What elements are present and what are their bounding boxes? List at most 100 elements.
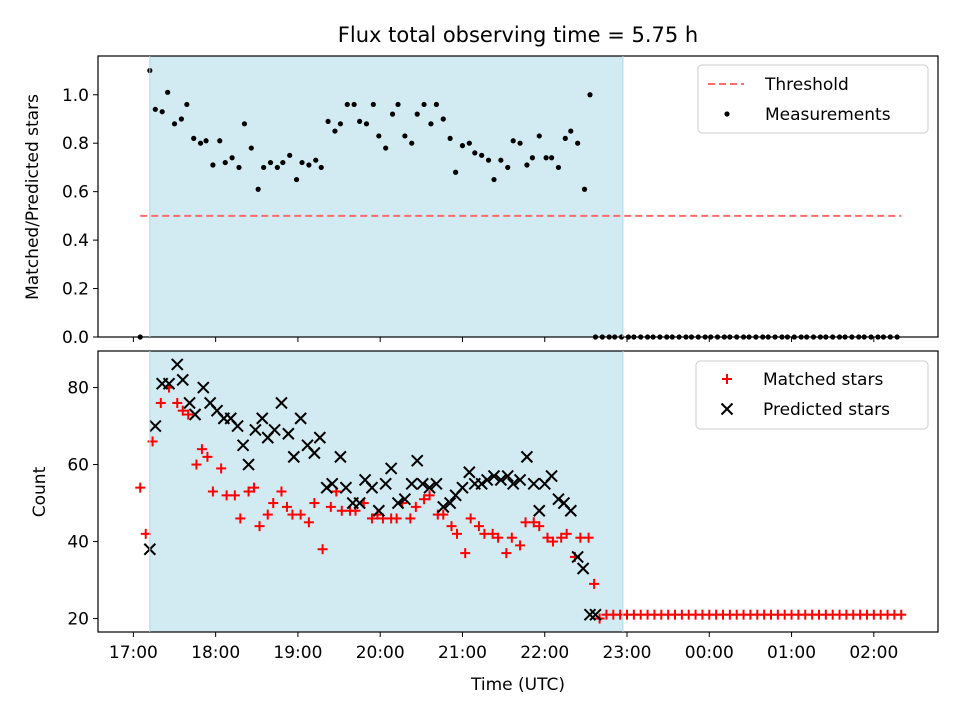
matched-point bbox=[493, 532, 504, 543]
predicted-point bbox=[552, 492, 565, 506]
measurement-point bbox=[337, 121, 344, 127]
bottom-y-ticks: 20 40 60 80 bbox=[67, 379, 98, 630]
predicted-point bbox=[275, 396, 288, 410]
measurement-point bbox=[152, 106, 158, 112]
measurement-point bbox=[241, 121, 248, 127]
measurement-point bbox=[261, 164, 267, 171]
x-tick-label: 18:00 bbox=[191, 643, 240, 663]
matched-point bbox=[325, 501, 336, 512]
matched-point bbox=[147, 436, 158, 447]
predicted-point bbox=[256, 412, 269, 425]
measurement-point bbox=[280, 159, 286, 166]
matched-point bbox=[438, 509, 449, 520]
legend-matched-swatch bbox=[722, 374, 732, 384]
legend-matched-label: Matched stars bbox=[763, 370, 883, 390]
y-tick-label: 20 bbox=[67, 610, 89, 630]
measurement-point bbox=[453, 169, 459, 175]
predicted-point bbox=[437, 500, 450, 514]
measurement-point bbox=[332, 128, 338, 134]
matched-point bbox=[515, 540, 526, 551]
measurement-point bbox=[543, 155, 549, 161]
predicted-point bbox=[545, 469, 558, 483]
predicted-point bbox=[242, 458, 255, 471]
matched-point bbox=[177, 405, 188, 416]
measurement-point bbox=[548, 155, 555, 161]
top-y-ticks: 0.0 0.2 0.4 0.6 0.8 1.0 bbox=[62, 86, 98, 348]
predicted-point bbox=[334, 450, 347, 464]
y-tick-label: 0.8 bbox=[62, 134, 89, 154]
legend-threshold-label: Threshold bbox=[764, 75, 849, 95]
matched-point bbox=[487, 528, 498, 539]
x-tick-label: 00:00 bbox=[685, 643, 734, 663]
legend-measurements-swatch bbox=[724, 111, 730, 117]
predicted-point bbox=[339, 481, 353, 494]
measurement-point bbox=[306, 162, 312, 168]
predicted-point bbox=[533, 504, 546, 517]
measurement-point bbox=[466, 140, 472, 146]
measurement-point bbox=[524, 162, 530, 168]
matched-point bbox=[589, 578, 600, 589]
top-x-ticks bbox=[132, 337, 875, 342]
predicted-point bbox=[294, 412, 307, 425]
predicted-point bbox=[365, 481, 379, 494]
matched-point bbox=[207, 486, 218, 497]
predicted-point bbox=[475, 477, 488, 491]
matched-point bbox=[183, 409, 194, 420]
matched-point bbox=[191, 459, 202, 470]
measurement-point bbox=[184, 101, 190, 108]
bottom-y-axis-label: Count bbox=[30, 466, 50, 517]
matched-point bbox=[216, 463, 227, 474]
predicted-point bbox=[480, 473, 494, 487]
predicted-point bbox=[313, 431, 327, 444]
measurement-point bbox=[178, 116, 184, 122]
measurement-point bbox=[562, 135, 568, 141]
measurement-point bbox=[428, 121, 434, 127]
bottom-x-ticks: 17:00 18:00 19:00 20:00 21:00 22:00 23:00 00:00… bbox=[109, 632, 898, 663]
measurement-point bbox=[318, 164, 324, 171]
measurement-point bbox=[313, 157, 319, 163]
predicted-point bbox=[353, 496, 366, 510]
matched-point bbox=[155, 397, 166, 408]
matched-point bbox=[281, 501, 292, 512]
predicted-point bbox=[494, 473, 508, 487]
matched-point bbox=[501, 548, 512, 559]
measurement-point bbox=[409, 140, 415, 146]
measurement-point bbox=[459, 143, 466, 149]
predicted-point bbox=[231, 419, 244, 433]
matched-point bbox=[583, 532, 594, 543]
predicted-point bbox=[379, 477, 392, 491]
top-legend: Threshold Measurements bbox=[697, 64, 929, 134]
measurement-point bbox=[555, 164, 562, 171]
x-tick-label: 21:00 bbox=[438, 643, 487, 663]
predicted-point bbox=[171, 358, 184, 371]
measurement-point bbox=[344, 101, 350, 108]
matched-point bbox=[243, 486, 254, 497]
measurement-point bbox=[479, 152, 485, 158]
predicted-point bbox=[501, 469, 514, 483]
matched-point bbox=[202, 451, 213, 462]
bottom-axes-frame bbox=[97, 350, 939, 633]
measurement-point bbox=[370, 101, 376, 108]
predicted-point bbox=[411, 454, 424, 467]
matched-point bbox=[556, 532, 567, 543]
matched-point bbox=[561, 528, 572, 539]
measurement-point bbox=[222, 159, 228, 166]
predicted-point bbox=[443, 496, 457, 510]
measurement-point bbox=[171, 121, 178, 127]
measurement-point bbox=[325, 118, 331, 125]
top-y-axis-label: Matched/Predicted stars bbox=[23, 94, 43, 300]
measurement-point bbox=[255, 186, 261, 192]
matched-series bbox=[135, 382, 907, 624]
matched-point bbox=[460, 548, 471, 559]
matched-point bbox=[896, 609, 907, 620]
predicted-point bbox=[520, 450, 534, 464]
matched-point bbox=[140, 528, 151, 539]
y-tick-label: 80 bbox=[67, 379, 89, 399]
measurement-point bbox=[363, 121, 370, 127]
predicted-point bbox=[564, 504, 577, 517]
y-tick-label: 1.0 bbox=[62, 86, 89, 106]
measurement-point bbox=[159, 109, 165, 115]
matched-point bbox=[295, 509, 306, 520]
y-tick-label: 0.4 bbox=[62, 231, 89, 251]
measurement-point bbox=[274, 164, 280, 171]
